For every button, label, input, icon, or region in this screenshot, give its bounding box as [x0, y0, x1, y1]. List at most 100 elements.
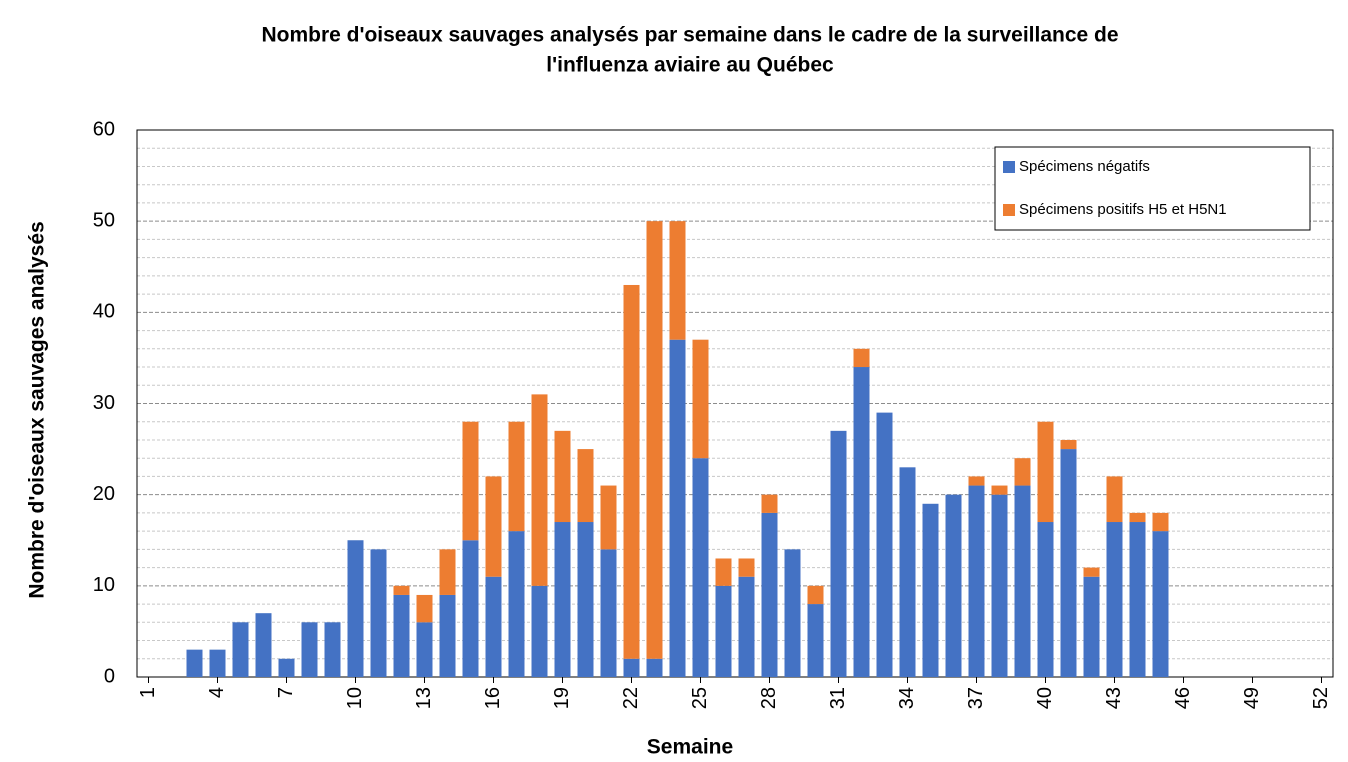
chart-title: Nombre d'oiseaux sauvages analysés par s…	[261, 24, 1118, 47]
x-axis-title: Semaine	[647, 736, 733, 759]
bar-segment	[968, 485, 985, 677]
bar-segment	[692, 339, 709, 459]
bar-segment	[186, 649, 203, 677]
bar-segment	[508, 421, 525, 532]
bar-segment	[669, 221, 686, 340]
bar-segment	[807, 585, 824, 605]
legend-label: Spécimens négatifs	[1019, 158, 1150, 175]
bar-segment	[531, 585, 548, 677]
bar-segment	[301, 622, 318, 677]
bar-segment	[209, 649, 226, 677]
bar-segment	[1106, 476, 1123, 523]
bar-segment	[646, 221, 663, 659]
bar-segment	[600, 549, 617, 677]
bar-segment	[416, 622, 433, 677]
bar-segment	[485, 476, 502, 577]
bar-segment	[807, 604, 824, 677]
bar-segment	[485, 576, 502, 677]
y-tick-label: 60	[93, 118, 115, 140]
bar-segment	[439, 549, 456, 595]
chart-title: l'influenza aviaire au Québec	[546, 54, 834, 77]
x-tick-label: 22	[620, 687, 642, 709]
bar-segment	[1083, 567, 1100, 577]
x-tick-label: 40	[1034, 687, 1056, 709]
bar-segment	[416, 594, 433, 623]
bar-segment	[600, 485, 617, 550]
bar-segment	[255, 613, 272, 677]
bar-segment	[738, 558, 755, 577]
bar-segment	[462, 540, 479, 677]
x-tick-label: 7	[275, 687, 297, 698]
bar-segment	[1037, 421, 1054, 523]
bar-segment	[232, 622, 249, 677]
bar-segment	[1152, 531, 1169, 677]
bar-segment	[853, 367, 870, 677]
bar-segment	[1129, 512, 1146, 523]
bar-segment	[393, 585, 410, 595]
bar-segment	[370, 549, 387, 677]
x-tick-label: 46	[1172, 687, 1194, 709]
bar-segment	[554, 430, 571, 523]
x-tick-label: 10	[344, 687, 366, 709]
x-tick-label: 49	[1241, 687, 1263, 709]
bar-segment	[761, 494, 778, 513]
bar-segment	[1129, 522, 1146, 677]
x-tick-label: 37	[965, 687, 987, 709]
x-tick-label: 43	[1103, 687, 1125, 709]
bar-segment	[922, 503, 939, 677]
bar-segment	[278, 658, 295, 677]
x-tick-label: 4	[206, 687, 228, 698]
bar-segment	[577, 449, 594, 523]
bar-segment	[991, 494, 1008, 677]
bar-segment	[1014, 485, 1031, 677]
bar-segment	[715, 558, 732, 586]
legend-label: Spécimens positifs H5 et H5N1	[1019, 201, 1227, 218]
bar-segment	[623, 658, 640, 677]
bar-segment	[1014, 458, 1031, 486]
bar-segment	[324, 622, 341, 677]
y-tick-label: 30	[93, 392, 115, 414]
bar-segment	[554, 522, 571, 677]
bar-segment	[577, 522, 594, 677]
bar-segment	[876, 412, 893, 677]
bar-segment	[646, 658, 663, 677]
y-tick-label: 0	[104, 665, 115, 687]
legend: Spécimens négatifs Spécimens positifs H5 …	[994, 146, 1311, 231]
bar-segment	[738, 576, 755, 677]
bar-segment	[853, 348, 870, 368]
x-tick-label: 1	[137, 687, 159, 698]
bar-segment	[1037, 522, 1054, 677]
bar-segment	[623, 284, 640, 659]
x-tick-label: 31	[827, 687, 849, 709]
y-tick-label: 50	[93, 209, 115, 231]
bar-segment	[715, 585, 732, 677]
bar-segment	[692, 458, 709, 677]
legend-swatch	[1003, 204, 1015, 216]
bar-segment	[991, 485, 1008, 495]
y-tick-label: 20	[93, 483, 115, 505]
bar-segment	[508, 531, 525, 677]
bar-segment	[1106, 522, 1123, 677]
x-tick-label: 34	[896, 687, 918, 709]
x-tick-label: 28	[758, 687, 780, 709]
bar-segment	[462, 421, 479, 541]
legend-swatch	[1003, 161, 1015, 173]
bar-segment	[1152, 512, 1169, 532]
x-tick-label: 16	[482, 687, 504, 709]
plot-frame	[136, 129, 1334, 678]
bar-segment	[439, 594, 456, 677]
bar-segment	[784, 549, 801, 677]
y-axis-title: Nombre d'oiseaux sauvages analysés	[26, 221, 49, 598]
y-tick-label: 40	[93, 301, 115, 323]
legend-box	[994, 146, 1311, 231]
bar-segment	[393, 594, 410, 677]
x-tick-label: 52	[1310, 687, 1332, 709]
bar-segment	[945, 494, 962, 677]
x-tick-label: 13	[413, 687, 435, 709]
bar-segment	[1083, 576, 1100, 677]
bar-segment	[968, 476, 985, 486]
bar-segment	[1060, 449, 1077, 677]
bar-segment	[669, 339, 686, 677]
bar-segment	[761, 512, 778, 677]
